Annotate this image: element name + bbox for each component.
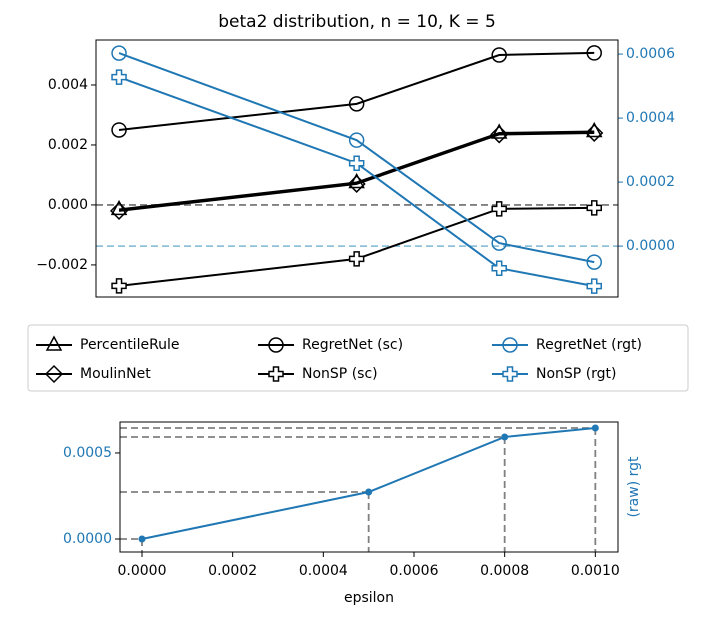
point <box>585 121 603 138</box>
x-axis-label: epsilon <box>344 590 394 606</box>
point <box>111 278 127 294</box>
legend-marker <box>268 366 284 382</box>
point <box>109 201 129 220</box>
y-tick-label: 0.0005 <box>63 445 112 461</box>
point <box>586 200 602 216</box>
point <box>490 125 509 144</box>
point <box>490 123 508 139</box>
legend-label: NonSP (rgt) <box>536 366 617 382</box>
chart-title: beta2 distribution, n = 10, K = 5 <box>218 12 496 32</box>
y-tick-label: 0.000 <box>48 197 88 213</box>
point <box>491 260 507 276</box>
legend-marker <box>45 335 63 351</box>
x-tick-label: 0.0002 <box>208 563 257 579</box>
series-line <box>118 130 595 211</box>
point <box>110 199 128 216</box>
point <box>111 45 127 61</box>
legend-label: RegretNet (sc) <box>302 337 403 353</box>
legend-label: RegretNet (rgt) <box>536 337 642 353</box>
point <box>491 201 507 217</box>
y2-tick-label: 0.0006 <box>626 46 675 62</box>
x-tick-label: 0.0010 <box>571 563 620 579</box>
series-line <box>118 206 595 287</box>
point <box>586 278 602 294</box>
axes-frame <box>95 39 619 298</box>
point <box>347 174 366 194</box>
axes-frame <box>119 421 619 553</box>
x-tick-label: 0.0006 <box>389 563 438 579</box>
legend-marker <box>44 364 64 384</box>
x-tick-label: 0.0008 <box>480 563 529 579</box>
point <box>111 69 127 85</box>
point <box>365 488 373 496</box>
point <box>111 122 127 138</box>
series-line <box>118 51 595 131</box>
x-tick-label: 0.0004 <box>299 563 348 579</box>
x-tick-label: 0.0000 <box>117 563 166 579</box>
y-tick-label: 0.002 <box>48 137 88 153</box>
y2-tick-label: 0.0004 <box>626 110 675 126</box>
y-tick-label: 0.004 <box>48 77 88 93</box>
y2-tick-label: 0.0002 <box>626 174 675 190</box>
point <box>491 47 507 63</box>
series-line <box>118 52 595 264</box>
legend-marker <box>502 337 518 353</box>
point <box>348 172 365 189</box>
point <box>586 45 602 61</box>
point <box>348 132 365 148</box>
legend-label: PercentileRule <box>80 337 180 353</box>
y2-tick-label: 0.0000 <box>626 238 675 254</box>
series-line <box>118 131 595 212</box>
y-tick-label: 0.0000 <box>63 531 112 547</box>
y-axis-label: (raw) rgt <box>626 456 642 518</box>
point <box>348 251 365 267</box>
legend-marker <box>502 366 518 382</box>
series-line <box>118 76 595 288</box>
legend-label: NonSP (sc) <box>302 366 378 382</box>
point <box>585 123 604 143</box>
point <box>501 433 509 441</box>
y-tick-label: −0.002 <box>36 257 88 273</box>
point <box>586 254 602 270</box>
legend-label: MoulinNet <box>80 366 151 382</box>
point <box>348 155 365 171</box>
point <box>591 424 599 432</box>
point <box>138 535 146 543</box>
legend-marker <box>268 337 284 353</box>
point <box>491 235 507 251</box>
point <box>348 96 365 112</box>
series-line <box>141 427 596 540</box>
